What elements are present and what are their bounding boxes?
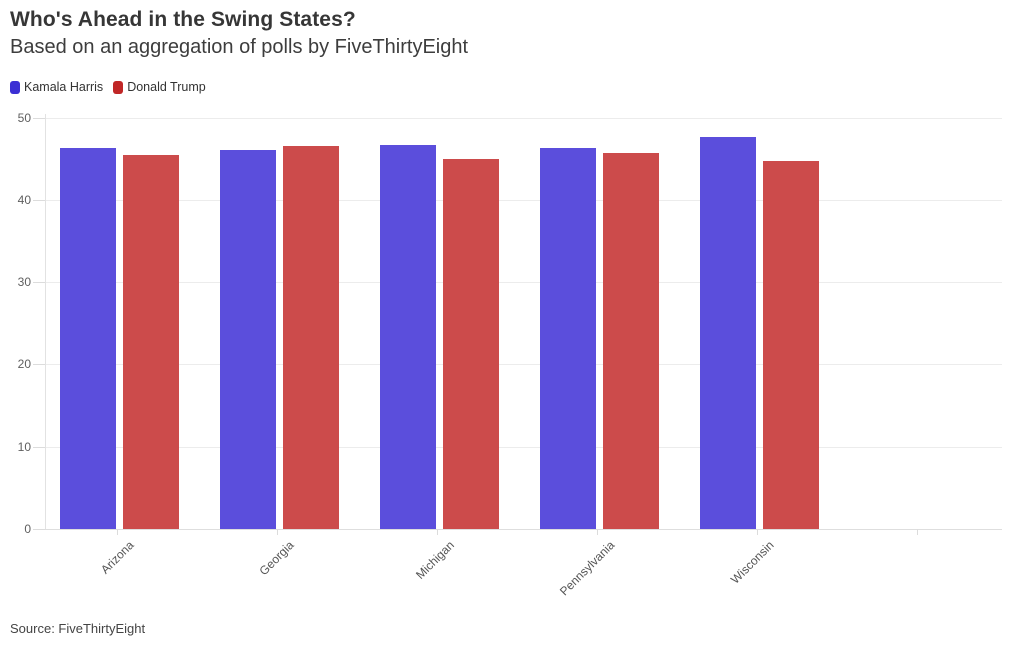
legend-item-kamala-harris[interactable]: Kamala Harris — [10, 80, 103, 94]
donald-trump-bar-georgia — [283, 146, 339, 529]
y-tick-label-50: 50 — [17, 110, 31, 125]
y-axis-tick-20 — [33, 364, 45, 366]
kamala-harris-bar-michigan — [380, 144, 436, 529]
legend-item-donald-trump[interactable]: Donald Trump — [113, 80, 206, 94]
x-axis-line — [45, 529, 1002, 530]
legend-label-donald-trump: Donald Trump — [127, 80, 206, 94]
gridline-50 — [45, 117, 1002, 119]
y-axis-line — [45, 114, 46, 529]
x-tick-label-pennsylvania: Pennsylvania — [556, 538, 617, 599]
legend-label-kamala-harris: Kamala Harris — [24, 80, 104, 94]
x-tick-label-arizona: Arizona — [98, 538, 137, 577]
page-subtitle: Based on an aggregation of polls by Five… — [10, 36, 469, 58]
harris-swatch-icon — [10, 80, 20, 94]
y-tick-label-10: 10 — [17, 439, 31, 454]
y-tick-label-20: 20 — [17, 357, 31, 372]
kamala-harris-bar-arizona — [60, 147, 116, 529]
trump-swatch-icon — [113, 80, 124, 94]
kamala-harris-bar-wisconsin — [700, 137, 756, 529]
x-axis-tick-4 — [757, 529, 758, 535]
kamala-harris-bar-georgia — [220, 150, 276, 529]
gridline-20 — [45, 364, 1002, 366]
donald-trump-bar-wisconsin — [763, 161, 819, 529]
y-axis-tick-40 — [33, 199, 45, 201]
x-tick-label-michigan: Michigan — [413, 538, 457, 582]
x-axis-tick-3 — [597, 529, 598, 535]
x-axis-tick-2 — [437, 529, 438, 535]
x-axis-tick-5 — [917, 529, 918, 535]
y-tick-label-30: 30 — [17, 275, 31, 290]
x-tick-label-georgia: Georgia — [256, 538, 297, 579]
x-axis-tick-1 — [277, 529, 278, 535]
kamala-harris-bar-pennsylvania — [540, 147, 596, 529]
page-title: Who's Ahead in the Swing States? — [10, 8, 356, 31]
donald-trump-bar-arizona — [123, 154, 179, 529]
legend: Kamala Harris Donald Trump — [10, 80, 206, 94]
y-axis-tick-50 — [33, 117, 45, 119]
donald-trump-bar-pennsylvania — [603, 152, 659, 529]
y-axis-tick-10 — [33, 446, 45, 448]
source-note: Source: FiveThirtyEight — [10, 621, 146, 636]
y-axis-tick-30 — [33, 282, 45, 284]
x-axis-tick-0 — [117, 529, 118, 535]
y-tick-label-0: 0 — [24, 522, 31, 536]
gridline-40 — [45, 199, 1002, 201]
x-tick-label-wisconsin: Wisconsin — [728, 538, 777, 587]
gridline-10 — [45, 446, 1002, 448]
donald-trump-bar-michigan — [443, 158, 499, 529]
y-axis-tick-0 — [33, 529, 45, 530]
gridline-30 — [45, 282, 1002, 284]
y-tick-label-40: 40 — [17, 192, 31, 207]
